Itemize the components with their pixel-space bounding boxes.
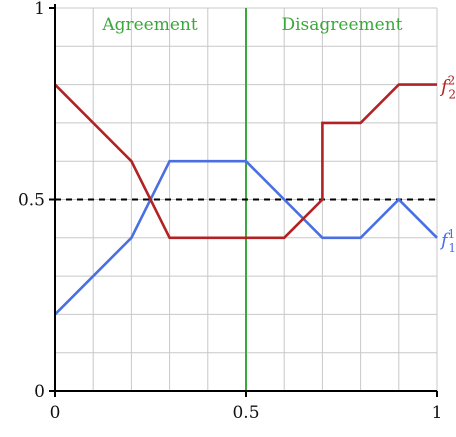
y-tick-label: 1 bbox=[34, 0, 45, 19]
series-labels: f1 1 f2 2 bbox=[439, 74, 456, 255]
x-tick-label: 0.5 bbox=[232, 403, 259, 423]
tick-labels: 0 0.5 1 0 0.5 1 bbox=[18, 0, 442, 423]
series-label-f2: f2 2 bbox=[439, 74, 456, 102]
y-tick-label: 0 bbox=[34, 382, 45, 402]
series-label-f1: f1 1 bbox=[439, 227, 456, 255]
region-label-disagreement: Disagreement bbox=[281, 15, 402, 35]
y-tick-label: 0.5 bbox=[18, 191, 45, 211]
region-label-agreement: Agreement bbox=[101, 15, 198, 35]
x-tick-label: 1 bbox=[432, 403, 443, 423]
x-tick-label: 0 bbox=[50, 403, 61, 423]
